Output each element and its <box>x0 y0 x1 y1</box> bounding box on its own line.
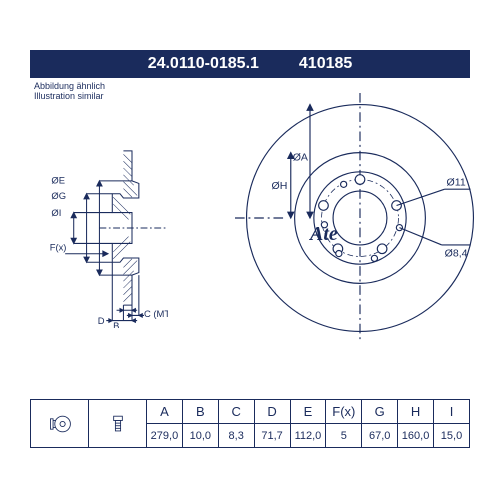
val-A: 279,0 <box>147 424 183 448</box>
svg-text:ØE: ØE <box>51 174 65 185</box>
svg-text:C (MTH): C (MTH) <box>144 308 168 319</box>
dimension-table: A B C D E F(x) G H I 279,0 10,0 8,3 71,7… <box>30 399 470 448</box>
val-B: 10,0 <box>182 424 218 448</box>
svg-text:D: D <box>98 315 105 326</box>
col-H: H <box>398 400 434 424</box>
side-view: ØI ØG ØE F(x) B C (MTH) D <box>48 128 168 328</box>
bolt-icon-cell <box>89 400 147 448</box>
svg-text:Ø11: Ø11 <box>447 176 466 188</box>
header-bar: 24.0110-0185.1 410185 <box>30 50 470 78</box>
col-E: E <box>290 400 326 424</box>
svg-text:ØG: ØG <box>51 190 66 201</box>
svg-text:ØA: ØA <box>293 151 309 163</box>
col-G: G <box>362 400 398 424</box>
svg-text:B: B <box>113 320 119 328</box>
val-I: 15,0 <box>434 424 470 448</box>
col-F: F(x) <box>326 400 362 424</box>
front-view: ØH ØA Ø11 Ø8,4 <box>235 93 485 343</box>
alt-number: 410185 <box>299 55 352 73</box>
svg-text:F(x): F(x) <box>50 241 67 252</box>
col-B: B <box>182 400 218 424</box>
val-D: 71,7 <box>254 424 290 448</box>
table-header-row: A B C D E F(x) G H I <box>31 400 470 424</box>
svg-text:Ø8,4: Ø8,4 <box>445 247 468 259</box>
technical-drawing: ØI ØG ØE F(x) B C (MTH) D <box>30 78 470 378</box>
col-D: D <box>254 400 290 424</box>
col-A: A <box>147 400 183 424</box>
brand-logo: Ate <box>310 223 338 246</box>
val-G: 67,0 <box>362 424 398 448</box>
svg-text:ØH: ØH <box>272 180 288 192</box>
val-C: 8,3 <box>218 424 254 448</box>
part-number: 24.0110-0185.1 <box>148 55 259 73</box>
svg-text:ØI: ØI <box>51 207 61 218</box>
val-H: 160,0 <box>398 424 434 448</box>
disc-icon-cell <box>31 400 89 448</box>
col-C: C <box>218 400 254 424</box>
val-E: 112,0 <box>290 424 326 448</box>
val-F: 5 <box>326 424 362 448</box>
disc-icon <box>47 413 73 435</box>
bolt-icon <box>105 413 131 435</box>
col-I: I <box>434 400 470 424</box>
